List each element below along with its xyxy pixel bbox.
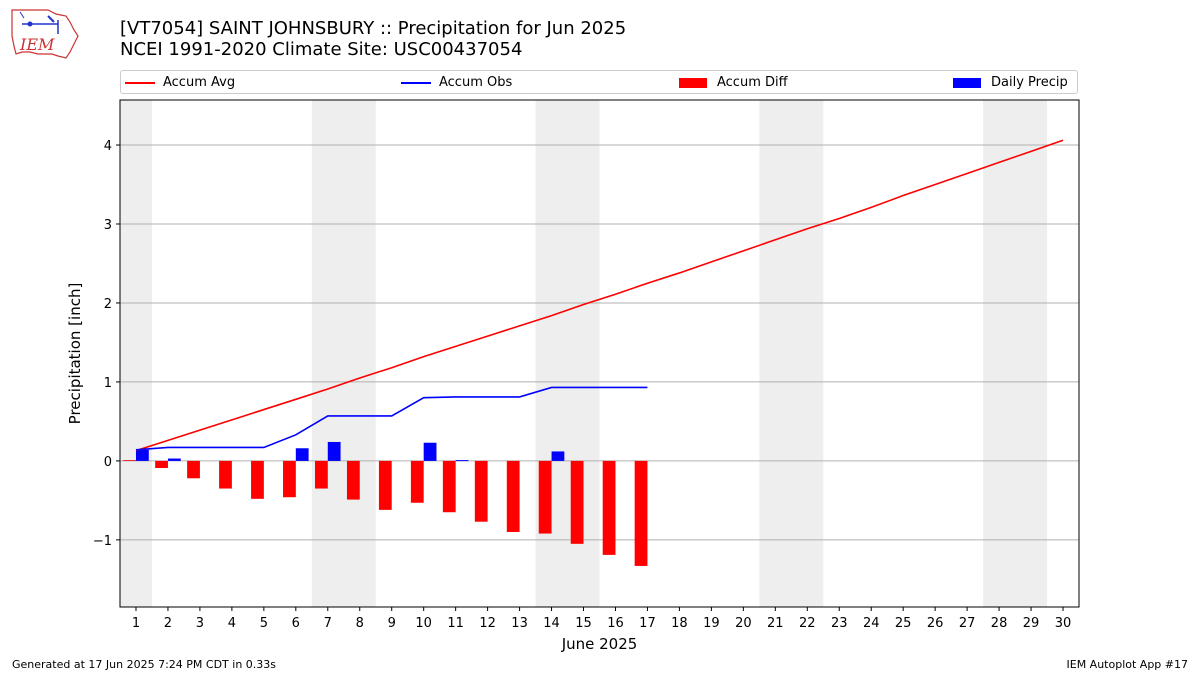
legend-label-daily-precip: Daily Precip [991, 75, 1068, 90]
x-tick-label-10: 10 [415, 616, 432, 631]
legend-swatch-accum-avg [125, 82, 155, 84]
x-tick-label-1: 1 [132, 616, 140, 631]
x-tick-label-8: 8 [356, 616, 364, 631]
accum-diff-bar-day-15 [570, 460, 584, 544]
weekend-band-3 [759, 100, 824, 607]
y-tick-label-0: 0 [104, 455, 112, 470]
iem-logo: IEM [8, 6, 80, 60]
legend-label-accum-avg: Accum Avg [163, 75, 236, 90]
chart-title: [VT7054] SAINT JOHNSBURY :: Precipitatio… [120, 18, 626, 60]
accum-diff-bar-day-1 [123, 460, 136, 461]
y-axis-label: Precipitation [inch] [66, 283, 84, 425]
daily-precip-bar-day-14 [551, 451, 565, 461]
legend-label-accum-diff: Accum Diff [717, 75, 788, 90]
grid-lines [120, 144, 1079, 541]
footer-generated: Generated at 17 Jun 2025 7:24 PM CDT in … [12, 658, 277, 671]
x-tick-label-16: 16 [607, 616, 624, 631]
accum-diff-bar-day-4 [219, 460, 232, 489]
x-tick-label-7: 7 [324, 616, 332, 631]
x-tick-label-23: 23 [831, 616, 848, 631]
axis-ticks: 1 2 3 4 5 6 7 8 9 10 11 12 13 14 15 16 17 18 19 20 21 22 23 24 2… [93, 139, 1071, 631]
accum-diff-bar-day-8 [346, 460, 360, 500]
y-tick-label-4: 4 [104, 139, 112, 154]
y-tick-label-1: 1 [104, 376, 112, 391]
legend-item-accum-diff: Accum Diff [679, 74, 839, 92]
x-tick-label-24: 24 [863, 616, 880, 631]
x-tick-label-26: 26 [927, 616, 944, 631]
accum-diff-bar-day-5 [251, 460, 264, 499]
x-tick-label-2: 2 [164, 616, 172, 631]
daily-precip-bar-day-11 [455, 460, 469, 462]
x-tick-label-3: 3 [196, 616, 204, 631]
x-tick-label-4: 4 [228, 616, 236, 631]
weekend-band-4 [983, 100, 1048, 607]
y-tick-label-2: 2 [104, 297, 112, 312]
weekend-band-0 [120, 100, 152, 607]
legend-item-accum-obs: Accum Obs [401, 74, 561, 92]
x-tick-label-21: 21 [767, 616, 784, 631]
legend-swatch-accum-obs [401, 82, 431, 84]
accum-diff-bar-day-16 [602, 460, 616, 555]
x-tick-label-18: 18 [671, 616, 688, 631]
legend-label-accum-obs: Accum Obs [439, 75, 513, 90]
legend-item-daily-precip: Daily Precip [953, 74, 1073, 92]
chart-legend: Accum Avg Accum Obs Accum Diff Daily Pre… [120, 70, 1078, 94]
daily-precip-bar-day-1 [135, 449, 149, 461]
accum-diff-bar-day-3 [187, 460, 200, 479]
x-tick-label-25: 25 [895, 616, 912, 631]
accum-diff-bar-day-14 [538, 460, 552, 534]
plot-frame [119, 99, 1080, 608]
title-line-1: [VT7054] SAINT JOHNSBURY :: Precipitatio… [120, 18, 627, 39]
y-tick-label-3: 3 [104, 218, 112, 233]
x-tick-label-28: 28 [991, 616, 1008, 631]
logo-text: IEM [19, 35, 55, 54]
x-tick-label-15: 15 [575, 616, 592, 631]
accum-avg-line [135, 139, 1064, 452]
accum-diff-bar-day-6 [283, 460, 296, 498]
legend-item-accum-avg: Accum Avg [125, 74, 285, 92]
x-tick-label-22: 22 [799, 616, 816, 631]
x-tick-label-19: 19 [703, 616, 720, 631]
title-line-2: NCEI 1991-2020 Climate Site: USC00437054 [120, 39, 523, 60]
x-tick-label-6: 6 [292, 616, 300, 631]
accum-diff-bar-day-2 [155, 460, 168, 469]
weekend-band-1 [311, 100, 376, 607]
legend-swatch-accum-diff [679, 78, 707, 88]
x-tick-label-17: 17 [639, 616, 656, 631]
daily-precip-bar-day-10 [423, 442, 437, 461]
accum-diff-bar-day-7 [314, 460, 328, 489]
accum-diff-bar-day-9 [378, 460, 392, 510]
x-axis-label: June 2025 [561, 635, 638, 653]
daily-precip-bar-day-6 [295, 448, 309, 461]
x-tick-label-30: 30 [1055, 616, 1072, 631]
accum-diff-bar-day-11 [442, 460, 456, 513]
x-tick-label-20: 20 [735, 616, 752, 631]
y-tick-label--1: −1 [93, 534, 112, 549]
legend-swatch-daily-precip [953, 78, 981, 88]
footer-app: IEM Autoplot App #17 [1066, 658, 1189, 671]
x-tick-label-5: 5 [260, 616, 268, 631]
accum-diff-bar-day-10 [410, 460, 424, 503]
x-tick-label-14: 14 [543, 616, 560, 631]
x-tick-label-27: 27 [959, 616, 976, 631]
accum-diff-bar-day-12 [474, 460, 488, 522]
daily-precip-bar-day-7 [327, 441, 341, 461]
x-tick-label-11: 11 [447, 616, 464, 631]
accum-diff-bar-day-13 [506, 460, 520, 532]
lines [135, 139, 1064, 452]
x-tick-label-13: 13 [511, 616, 528, 631]
x-tick-label-29: 29 [1023, 616, 1040, 631]
accum-obs-line [135, 386, 648, 451]
bars [123, 441, 648, 566]
accum-diff-bar-day-17 [634, 460, 648, 566]
x-tick-label-12: 12 [479, 616, 496, 631]
daily-precip-bar-day-2 [167, 458, 181, 461]
x-tick-label-9: 9 [388, 616, 396, 631]
